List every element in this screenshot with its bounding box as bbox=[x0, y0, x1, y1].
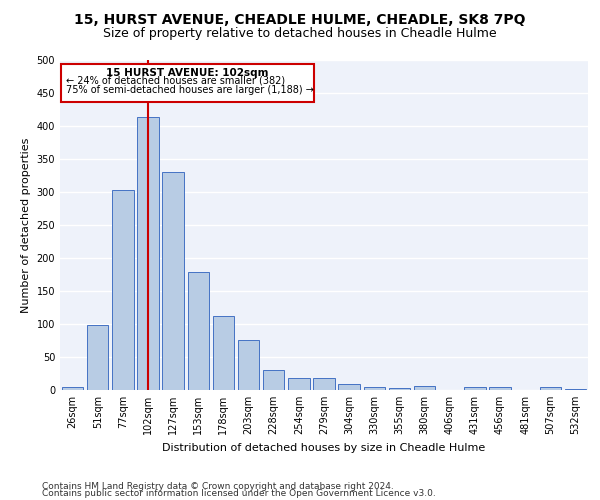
Text: 15, HURST AVENUE, CHEADLE HULME, CHEADLE, SK8 7PQ: 15, HURST AVENUE, CHEADLE HULME, CHEADLE… bbox=[74, 12, 526, 26]
Bar bbox=[565, 388, 586, 390]
Bar bbox=[490, 388, 511, 390]
Text: Contains HM Land Registry data © Crown copyright and database right 2024.: Contains HM Land Registry data © Crown c… bbox=[42, 482, 394, 491]
Bar bbox=[137, 118, 158, 390]
X-axis label: Distribution of detached houses by size in Cheadle Hulme: Distribution of detached houses by size … bbox=[163, 442, 485, 452]
FancyBboxPatch shape bbox=[61, 64, 314, 102]
Bar bbox=[288, 378, 310, 390]
Text: Contains public sector information licensed under the Open Government Licence v3: Contains public sector information licen… bbox=[42, 490, 436, 498]
Bar bbox=[213, 316, 234, 390]
Bar bbox=[389, 388, 410, 390]
Bar bbox=[112, 190, 134, 390]
Bar bbox=[188, 272, 209, 390]
Y-axis label: Number of detached properties: Number of detached properties bbox=[21, 138, 31, 312]
Text: Size of property relative to detached houses in Cheadle Hulme: Size of property relative to detached ho… bbox=[103, 28, 497, 40]
Text: ← 24% of detached houses are smaller (382): ← 24% of detached houses are smaller (38… bbox=[66, 76, 286, 86]
Bar bbox=[87, 324, 109, 390]
Bar bbox=[238, 340, 259, 390]
Bar bbox=[263, 370, 284, 390]
Text: 75% of semi-detached houses are larger (1,188) →: 75% of semi-detached houses are larger (… bbox=[66, 85, 314, 95]
Bar bbox=[464, 388, 485, 390]
Bar bbox=[539, 388, 561, 390]
Bar bbox=[414, 386, 435, 390]
Bar bbox=[163, 172, 184, 390]
Bar bbox=[62, 388, 83, 390]
Text: 15 HURST AVENUE: 102sqm: 15 HURST AVENUE: 102sqm bbox=[106, 68, 269, 78]
Bar bbox=[364, 386, 385, 390]
Bar bbox=[338, 384, 360, 390]
Bar bbox=[313, 378, 335, 390]
